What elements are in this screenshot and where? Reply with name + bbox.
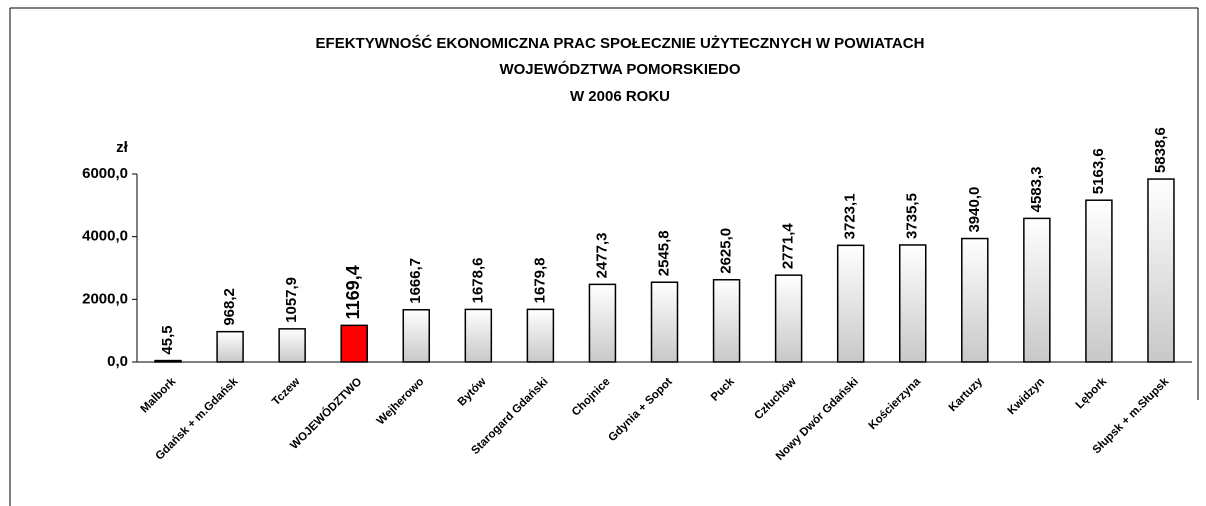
x-tick-label: Puck	[709, 375, 737, 403]
x-tick-label: Kościerzyna	[867, 375, 924, 432]
bar	[712, 279, 741, 363]
bar	[1023, 217, 1051, 363]
value-label: 1679,8	[531, 257, 548, 303]
value-label: 1169,4	[343, 265, 363, 319]
bar	[836, 244, 865, 363]
bar	[402, 309, 431, 363]
value-label: 2545,8	[655, 230, 672, 276]
value-label: 2477,3	[593, 232, 610, 278]
bar	[526, 308, 555, 363]
x-tick-label: Wejherowo	[375, 376, 427, 428]
bar	[961, 237, 989, 363]
value-label: 5838,6	[1152, 127, 1169, 173]
value-label: 3735,5	[904, 193, 921, 239]
y-axis-label: zł	[116, 139, 129, 156]
value-label: 3723,1	[842, 193, 859, 239]
value-label: 1057,9	[283, 277, 300, 323]
y-tick-label: 4000,0	[82, 228, 128, 245]
chart-title: EFEKTYWNOŚĆ EKONOMICZNA PRAC SPOŁECZNIE …	[316, 34, 925, 52]
chart-title: WOJEWÓDZTWA POMORSKIEDO	[499, 60, 740, 78]
bar	[1147, 178, 1175, 363]
value-label: 3940,0	[966, 187, 983, 233]
y-tick-label: 2000,0	[82, 290, 128, 307]
bar	[650, 281, 679, 363]
value-label: 2625,0	[718, 228, 735, 274]
value-label: 2771,4	[780, 223, 797, 270]
y-tick-label: 0,0	[107, 353, 128, 370]
bar	[340, 324, 368, 363]
x-tick-label: Kwidzyn	[1006, 376, 1047, 417]
x-tick-label: Bytów	[456, 376, 489, 409]
bar	[464, 308, 493, 363]
bar	[898, 244, 927, 363]
x-tick-label: Malbork	[139, 375, 179, 415]
bar	[588, 283, 617, 363]
x-tick-label: Gdynia + Sopot	[606, 376, 674, 444]
value-label: 968,2	[221, 288, 238, 326]
bar	[774, 274, 803, 363]
bar	[216, 330, 244, 363]
bar	[278, 328, 306, 363]
bar	[1085, 199, 1113, 363]
value-label: 45,5	[159, 325, 176, 354]
chart-title: W 2006 ROKU	[570, 88, 670, 105]
y-tick-label: 6000,0	[82, 165, 128, 182]
value-label: 4583,3	[1028, 166, 1045, 212]
value-label: 1678,6	[469, 258, 486, 304]
x-tick-label: Chojnice	[570, 376, 613, 419]
x-tick-label: Tczew	[270, 376, 302, 408]
value-label: 5163,6	[1090, 148, 1107, 194]
x-tick-label: Lębork	[1074, 375, 1110, 411]
value-label: 1666,7	[407, 258, 424, 304]
x-tick-label: Człuchów	[752, 376, 798, 422]
x-tick-label: Kartuzy	[947, 375, 986, 414]
